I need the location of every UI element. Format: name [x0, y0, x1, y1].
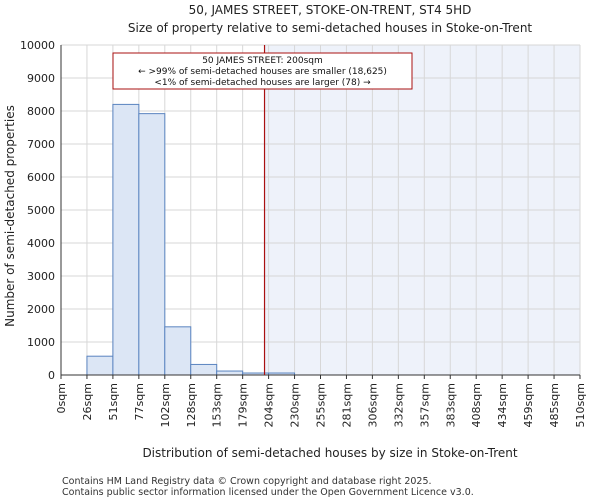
y-axis-label: Number of semi-detached properties — [3, 105, 17, 327]
x-tick-label: 281sqm — [340, 383, 353, 427]
y-tick-label: 7000 — [27, 138, 55, 151]
annotation-line-2: ← >99% of semi-detached houses are small… — [138, 67, 387, 77]
plot-area: 0 1000 2000 3000 4000 5000 6000 7000 8000 9000 100… — [20, 39, 587, 427]
histogram-bar — [112, 103, 140, 376]
annotation-line-1: 50 JAMES STREET: 200sqm — [202, 56, 323, 66]
x-axis-label: Distribution of semi-detached houses by … — [142, 446, 517, 460]
y-tick-label: 3000 — [27, 270, 55, 283]
y-tick-label: 4000 — [27, 237, 55, 250]
x-tick-label: 102sqm — [159, 383, 172, 427]
x-tick-label: 51sqm — [107, 383, 120, 420]
histogram-bar — [164, 326, 192, 376]
y-tick-label: 9000 — [27, 72, 55, 85]
x-tick-label: 332sqm — [392, 383, 405, 427]
x-tick-label: 383sqm — [444, 383, 457, 427]
x-tick-label: 179sqm — [237, 383, 250, 427]
y-tick-label: 8000 — [27, 105, 55, 118]
x-tick-label: 357sqm — [418, 383, 431, 427]
histogram-bar — [86, 355, 114, 376]
x-tick-label: 153sqm — [211, 383, 224, 427]
x-tick-label: 204sqm — [263, 383, 276, 427]
chart-subtitle: Size of property relative to semi-detach… — [128, 21, 533, 35]
x-tick-label: 26sqm — [81, 383, 94, 420]
footer-line-1: Contains HM Land Registry data © Crown c… — [62, 476, 432, 487]
y-tick-label: 6000 — [27, 171, 55, 184]
x-tick-label: 485sqm — [548, 383, 561, 427]
histogram-bar — [138, 113, 166, 376]
footer-line-2: Contains public sector information licen… — [62, 487, 474, 498]
histogram-bar — [190, 363, 218, 376]
x-tick-label: 510sqm — [574, 383, 587, 427]
chart-title: 50, JAMES STREET, STOKE-ON-TRENT, ST4 5H… — [189, 3, 472, 17]
y-tick-label: 2000 — [27, 303, 55, 316]
y-tick-label: 10000 — [20, 39, 55, 52]
x-tick-label: 459sqm — [522, 383, 535, 427]
x-tick-label: 230sqm — [289, 383, 302, 427]
x-tick-label: 255sqm — [315, 383, 328, 427]
x-tick-label: 408sqm — [470, 383, 483, 427]
y-tick-label: 5000 — [27, 204, 55, 217]
histogram-bar — [216, 370, 244, 376]
x-tick-label: 77sqm — [133, 383, 146, 420]
x-tick-label: 0sqm — [55, 383, 68, 413]
x-tick-label: 128sqm — [185, 383, 198, 427]
y-tick-label: 1000 — [27, 336, 55, 349]
annotation-line-3: <1% of semi-detached houses are larger (… — [154, 78, 371, 88]
annotation-box — [112, 52, 413, 90]
x-tick-label: 306sqm — [366, 383, 379, 427]
y-tick-label: 0 — [48, 369, 55, 382]
x-tick-label: 434sqm — [496, 383, 509, 427]
